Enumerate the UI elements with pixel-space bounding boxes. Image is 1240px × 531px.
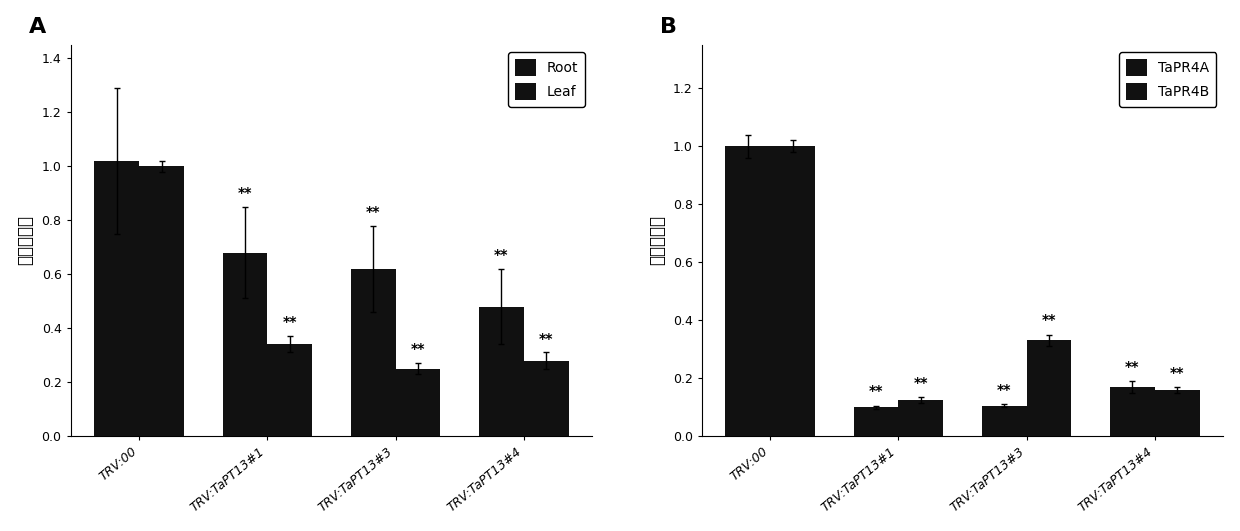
Text: **: **: [366, 205, 381, 219]
Bar: [479, 306, 523, 436]
Bar: [853, 407, 899, 436]
Bar: [268, 344, 312, 436]
Text: **: **: [410, 342, 425, 356]
Text: **: **: [914, 376, 929, 390]
Bar: [1110, 387, 1154, 436]
Bar: [725, 146, 770, 436]
Text: **: **: [1125, 359, 1140, 374]
Legend: TaPR4A, TaPR4B: TaPR4A, TaPR4B: [1120, 52, 1216, 107]
Text: **: **: [283, 315, 298, 329]
Y-axis label: 相对表达量: 相对表达量: [647, 216, 666, 266]
Bar: [1027, 340, 1071, 436]
Bar: [523, 361, 568, 436]
Text: **: **: [238, 186, 252, 200]
Legend: Root, Leaf: Root, Leaf: [508, 52, 585, 107]
Bar: [94, 161, 139, 436]
Bar: [982, 406, 1027, 436]
Y-axis label: 相对表达量: 相对表达量: [16, 216, 35, 266]
Bar: [1154, 390, 1199, 436]
Text: **: **: [539, 332, 553, 346]
Text: A: A: [29, 17, 46, 37]
Text: **: **: [997, 383, 1012, 397]
Text: **: **: [869, 384, 883, 398]
Text: **: **: [1171, 365, 1184, 380]
Bar: [770, 146, 815, 436]
Text: B: B: [660, 17, 677, 37]
Text: **: **: [494, 248, 508, 262]
Bar: [222, 253, 268, 436]
Bar: [899, 400, 944, 436]
Bar: [351, 269, 396, 436]
Text: **: **: [1042, 313, 1056, 328]
Bar: [139, 166, 184, 436]
Bar: [396, 369, 440, 436]
